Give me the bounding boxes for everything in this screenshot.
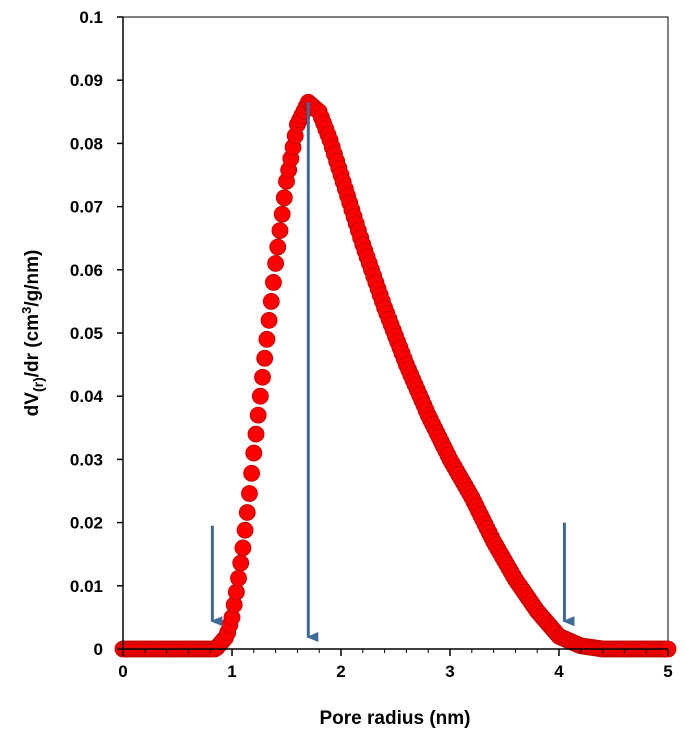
data-point [234, 539, 252, 557]
y-tick-label: 0 [94, 640, 103, 659]
y-axis-title-superscript: 3 [19, 307, 34, 314]
y-tick-label: 0.09 [70, 71, 103, 90]
y-tick-label: 0.07 [70, 198, 103, 217]
data-point [265, 274, 282, 291]
y-tick-label: 0.05 [70, 324, 103, 343]
x-axis-title: Pore radius (nm) [320, 708, 471, 729]
x-tick-label: 0 [118, 662, 127, 681]
data-point [232, 554, 250, 572]
x-tick-label: 2 [336, 662, 345, 681]
data-point [245, 444, 263, 462]
x-tick-label: 1 [227, 662, 236, 681]
data-point [230, 569, 247, 587]
data-point [227, 583, 245, 601]
y-tick-label: 0.06 [70, 261, 103, 280]
x-tick-label: 5 [663, 662, 672, 681]
data-point [251, 387, 269, 405]
data-point [275, 189, 293, 207]
y-axis-title: dV(r)/dr (cm3/g/nm) [19, 250, 46, 417]
x-tick-label: 3 [445, 662, 454, 681]
y-tick-label: 0.1 [79, 8, 103, 27]
data-point [236, 521, 254, 539]
series [114, 93, 677, 658]
series-layer [114, 93, 677, 658]
tick-layer: 0 1 2 3 4 5 0 0.01 0.02 0.03 0.04 0.05 0.06 0.07 0.08 0… [70, 8, 673, 681]
data-point [238, 504, 256, 521]
data-point [267, 255, 285, 272]
data-point [254, 368, 271, 386]
data-point [273, 205, 291, 223]
y-tick-label: 0.03 [70, 450, 103, 469]
y-tick-label: 0.04 [70, 387, 104, 406]
y-axis-title-subscript: (r) [30, 377, 46, 392]
data-point [269, 238, 287, 256]
data-point [256, 349, 274, 367]
data-point [249, 406, 267, 424]
y-axis-title-suffix: /g/nm) [22, 250, 43, 307]
y-tick-label: 0.02 [70, 514, 103, 533]
y-tick-label: 0.08 [70, 134, 103, 153]
data-point [243, 464, 261, 482]
y-axis-title-prefix: dV [22, 392, 43, 417]
y-axis-title-middle: /dr (cm [22, 314, 43, 377]
y-tick-label: 0.01 [70, 577, 103, 596]
data-point [271, 222, 289, 240]
data-point [258, 330, 276, 348]
data-point [260, 311, 278, 329]
x-tick-label: 4 [554, 662, 564, 681]
data-point [247, 425, 265, 443]
annotation-layer [210, 102, 575, 642]
data-point [262, 292, 280, 310]
data-point [241, 485, 258, 502]
